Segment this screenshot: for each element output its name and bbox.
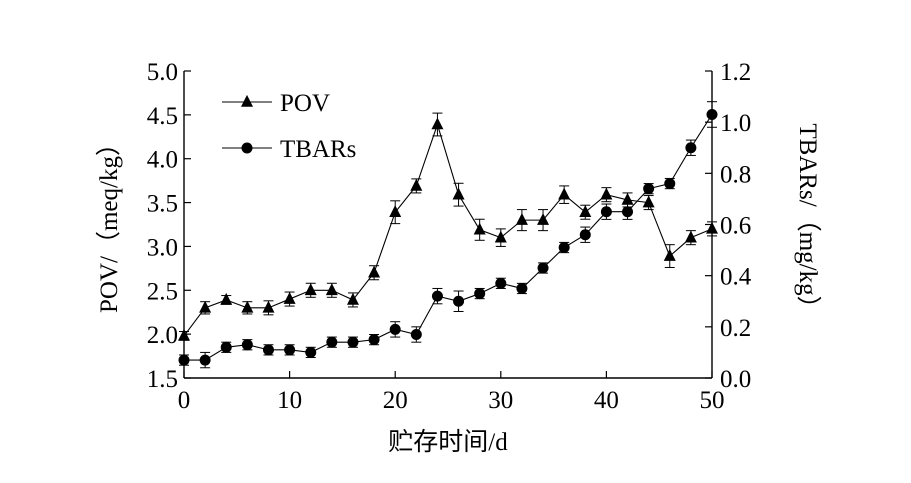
tbars-point (347, 336, 359, 348)
legend-marker (241, 94, 253, 107)
pov-point (346, 292, 359, 305)
legend-item-pov: POV (222, 90, 330, 117)
pov-point (178, 328, 190, 341)
legend-label: TBARs (280, 136, 356, 163)
legend-marker (241, 142, 253, 154)
pov-point (304, 283, 317, 296)
left-tick-label: 4.0 (147, 147, 178, 174)
tbars-series (178, 101, 718, 369)
tbars-point (558, 242, 570, 254)
right-tick-label: 0.6 (720, 213, 751, 240)
pov-point (410, 178, 423, 191)
pov-point (558, 187, 571, 200)
tbars-point (643, 183, 655, 195)
tbars-point (262, 344, 274, 356)
tbars-point (622, 206, 634, 218)
right-axis-title: TBARs/（mg/kg） (794, 123, 822, 320)
tbars-point (664, 178, 676, 190)
tbars-point (410, 329, 422, 341)
pov-point (241, 300, 254, 313)
tbars-point (199, 354, 211, 366)
x-tick-label: 20 (383, 387, 408, 414)
pov-point (579, 205, 592, 218)
pov-point (283, 291, 296, 304)
x-tick-label: 40 (594, 387, 619, 414)
tbars-point (474, 288, 486, 300)
pov-point (389, 205, 402, 218)
pov-point (220, 292, 233, 305)
pov-point (537, 213, 550, 225)
pov-point (431, 117, 444, 130)
tbars-point (284, 344, 296, 356)
pov-point (706, 221, 718, 234)
axes (183, 71, 713, 379)
legend-label: POV (280, 90, 330, 117)
tbars-point (537, 262, 549, 274)
pov-point (452, 187, 465, 200)
right-tick-label: 0.4 (720, 264, 752, 291)
x-tick-label: 0 (178, 387, 191, 414)
pov-point (621, 192, 634, 205)
left-tick-label: 2.5 (147, 278, 178, 305)
pov-point (663, 249, 676, 261)
right-tick-label: 0.8 (720, 161, 751, 188)
left-tick-label: 2.0 (147, 322, 178, 349)
tbars-point (453, 295, 465, 307)
legend: POV TBARs (222, 90, 356, 163)
pov-point (473, 222, 486, 235)
pov-point (642, 195, 655, 208)
tbars-point (706, 108, 718, 120)
tbars-point (389, 323, 401, 335)
right-tick-label: 0.0 (720, 366, 751, 393)
tbars-point (305, 346, 317, 358)
tbars-point (368, 334, 380, 346)
tbars-point (326, 336, 338, 348)
tbars-point (579, 229, 591, 241)
x-axis-ticks: 0 10 20 30 40 50 (178, 371, 725, 414)
right-tick-label: 1.2 (720, 59, 751, 86)
pov-point (684, 230, 697, 243)
left-tick-label: 4.5 (147, 103, 178, 130)
x-tick-label: 30 (488, 387, 513, 414)
left-tick-label: 5.0 (147, 59, 178, 86)
pov-point (199, 300, 212, 313)
left-axis-ticks: 1.5 2.0 2.5 3.0 3.5 4.0 4.5 5.0 (147, 59, 191, 393)
right-tick-label: 1.0 (720, 110, 751, 137)
left-tick-label: 3.0 (147, 234, 178, 261)
tbars-point (516, 282, 528, 294)
legend-item-tbars: TBARs (222, 136, 356, 163)
x-tick-label: 50 (700, 387, 725, 414)
left-tick-label: 1.5 (147, 366, 178, 393)
tbars-point (495, 277, 507, 289)
pov-series (178, 112, 718, 341)
x-tick-label: 10 (277, 387, 302, 414)
right-tick-label: 0.2 (720, 315, 751, 342)
tbars-point (241, 339, 253, 351)
pov-point (494, 230, 507, 243)
tbars-point (178, 354, 190, 366)
tbars-line (184, 114, 713, 361)
series-layer (178, 101, 718, 369)
tbars-point (431, 290, 443, 302)
right-axis-ticks: 0.0 0.2 0.4 0.6 0.8 1.0 1.2 (705, 59, 752, 393)
pov-point (600, 187, 613, 200)
pov-point (325, 283, 338, 296)
tbars-point (685, 142, 697, 154)
pov-line (183, 122, 713, 337)
pov-point (515, 213, 528, 225)
left-tick-label: 3.5 (147, 191, 178, 218)
tbars-point (220, 341, 232, 353)
pov-point (368, 265, 381, 278)
tbars-point (600, 206, 612, 218)
pov-point (262, 300, 275, 313)
x-axis-title: 贮存时间/d (388, 428, 508, 456)
left-axis-title: POV/（meq/kg） (95, 131, 123, 313)
